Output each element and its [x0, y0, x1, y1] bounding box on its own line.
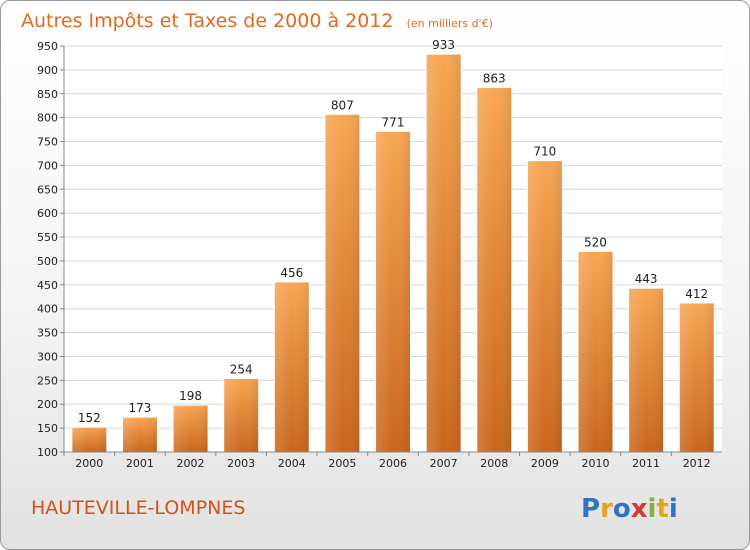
- y-tick-label: 300: [37, 350, 58, 363]
- data-label: 198: [179, 389, 202, 403]
- y-tick-label: 350: [37, 327, 58, 340]
- chart-title: Autres Impôts et Taxes de 2000 à 2012: [21, 10, 394, 32]
- brand-letter: r: [600, 494, 613, 524]
- y-tick-label: 150: [37, 422, 58, 435]
- y-tick-label: 750: [37, 136, 58, 149]
- y-tick-label: 700: [37, 159, 58, 172]
- data-label: 456: [280, 266, 303, 280]
- y-tick-label: 950: [37, 40, 58, 53]
- x-tick-label: 2008: [480, 457, 508, 470]
- bar-shading: [476, 87, 512, 452]
- y-tick-label: 600: [37, 207, 58, 220]
- brand-letter: t: [656, 494, 668, 524]
- data-label: 254: [230, 362, 253, 376]
- data-label: 412: [685, 287, 708, 301]
- data-label: 152: [78, 411, 101, 425]
- brand-letter: i: [648, 494, 657, 524]
- data-label: 710: [533, 145, 556, 159]
- location-label: HAUTEVILLE-LOMPNES: [31, 497, 245, 519]
- x-tick-label: 2003: [227, 457, 255, 470]
- bars: [71, 53, 715, 453]
- brand-letter: P: [581, 494, 600, 524]
- brand-letter: i: [669, 494, 678, 524]
- y-tick-label: 850: [37, 88, 58, 101]
- chart-title-group: Autres Impôts et Taxes de 2000 à 2012 (e…: [21, 10, 493, 32]
- x-tick-label: 2002: [177, 457, 205, 470]
- bar-shading: [426, 54, 462, 453]
- data-label: 933: [432, 38, 455, 52]
- bar-shading: [679, 302, 715, 452]
- y-tick-label: 450: [37, 279, 58, 292]
- bar-shading: [527, 160, 563, 452]
- x-tick-label: 2012: [683, 457, 711, 470]
- y-tick-label: 200: [37, 398, 58, 411]
- data-label: 443: [635, 272, 658, 286]
- x-tick-label: 2010: [581, 457, 609, 470]
- data-label: 173: [128, 401, 151, 415]
- data-label: 807: [331, 98, 354, 112]
- brand-letter: o: [613, 494, 631, 524]
- bar-shading: [71, 427, 107, 452]
- x-tick-label: 2001: [126, 457, 154, 470]
- x-tick-label: 2006: [379, 457, 407, 470]
- x-tick-label: 2005: [328, 457, 356, 470]
- bar-shading: [274, 281, 310, 452]
- x-axis-ticks: 2000 2001 2002 2003 2004 2005 2006 2007 2008 2009…: [63, 452, 711, 470]
- bar-shading: [628, 288, 664, 452]
- x-tick-label: 2007: [430, 457, 458, 470]
- y-tick-label: 900: [37, 64, 58, 77]
- bar-shading: [577, 251, 613, 452]
- bar-shading: [223, 378, 259, 452]
- y-tick-label: 400: [37, 303, 58, 316]
- x-tick-label: 2009: [531, 457, 559, 470]
- y-tick-label: 550: [37, 231, 58, 244]
- chart-subtitle: (en milliers d'€): [407, 17, 493, 30]
- bar-shading: [375, 131, 411, 452]
- y-tick-label: 100: [37, 446, 58, 459]
- brand-letter: x: [631, 494, 648, 524]
- x-tick-label: 2004: [278, 457, 306, 470]
- y-tick-label: 650: [37, 183, 58, 196]
- x-tick-label: 2000: [75, 457, 103, 470]
- y-tick-label: 250: [37, 374, 58, 387]
- brand-logo: Proxiti: [581, 494, 678, 524]
- data-label: 520: [584, 235, 607, 249]
- bar-shading: [122, 417, 158, 452]
- data-labels: 152 173 198 254 456 807 771 933 863 710 520 443 412: [78, 38, 708, 425]
- y-tick-label: 500: [37, 255, 58, 268]
- bar-shading: [324, 114, 360, 452]
- y-tick-label: 800: [37, 112, 58, 125]
- x-tick-label: 2011: [632, 457, 660, 470]
- data-label: 771: [382, 115, 405, 129]
- bar-shading: [173, 405, 209, 452]
- y-axis-ticks: 100 150 200 250 300 350 400 450 500 550 600 650 700 7…: [37, 40, 64, 459]
- data-label: 863: [483, 72, 506, 86]
